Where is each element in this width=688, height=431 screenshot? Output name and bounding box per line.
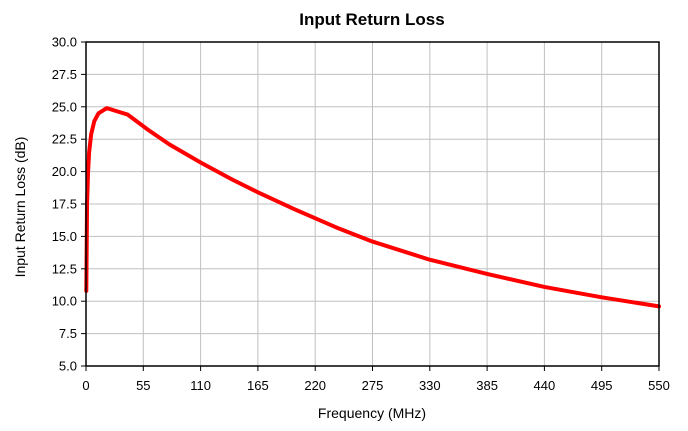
y-tick-label: 15.0 [52,229,77,244]
y-axis-ticks: 5.0 7.5 10.0 12.5 15.0 17.5 20.0 22.5 25.0 27.5 30… [52,35,86,374]
x-tick-label: 440 [534,378,556,393]
x-tick-label: 550 [648,378,670,393]
chart-title: Input Return Loss [299,10,444,29]
series-line [84,106,661,309]
x-tick-label: 165 [247,378,269,393]
y-tick-label: 22.5 [52,132,77,147]
x-tick-label: 55 [136,378,150,393]
y-tick-label: 25.0 [52,99,77,114]
y-axis-label: Input Return Loss (dB) [12,137,28,278]
x-axis-ticks: 0 55 110 165 220 275 330 385 440 495 550 [82,366,670,393]
x-tick-label: 330 [419,378,441,393]
y-tick-label: 17.5 [52,197,77,212]
grid [86,42,659,366]
y-tick-label: 27.5 [52,67,77,82]
y-tick-label: 7.5 [59,326,77,341]
series-layer [84,106,661,309]
x-tick-label: 495 [591,378,613,393]
x-tick-label: 385 [476,378,498,393]
y-tick-label: 10.0 [52,294,77,309]
x-tick-label: 220 [304,378,326,393]
y-tick-label: 5.0 [59,359,77,374]
x-tick-label: 110 [190,378,211,393]
x-tick-label: 0 [82,378,89,393]
y-tick-label: 30.0 [52,35,77,50]
y-tick-label: 12.5 [52,261,77,276]
y-tick-label: 20.0 [52,164,77,179]
x-axis-label: Frequency (MHz) [318,405,426,421]
x-tick-label: 275 [362,378,384,393]
